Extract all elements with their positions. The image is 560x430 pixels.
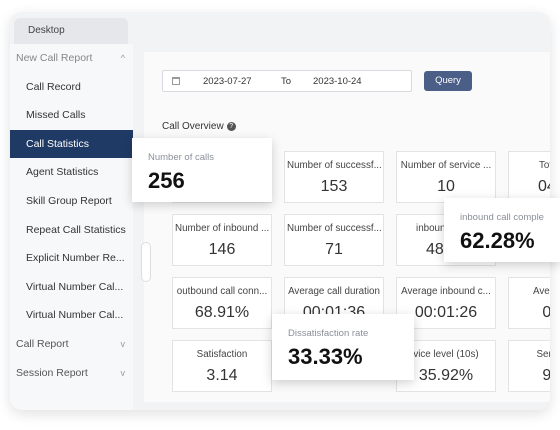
end-date: 2023-10-24 [313,76,362,87]
sidebar-group-session-report[interactable]: Session Report v [10,359,133,388]
metric-label: Average inbound c... [401,286,491,297]
sidebar-group-label: Session Report [16,366,88,379]
sidebar-item-missed-calls[interactable]: Missed Calls [26,109,86,122]
metric-card: Number of successf... 153 [284,151,384,203]
metric-value: 68.91% [194,304,250,321]
callout-label: Dissatisfaction rate [288,328,369,339]
callout-value: 256 [148,168,185,193]
metric-card: Number of successf... 71 [284,214,384,266]
metric-value: 146 [208,241,236,258]
metric-value: 00:01:26 [414,304,478,321]
metric-label: Number of successf... [287,223,382,234]
metric-label: Number of service ... [400,160,492,171]
overview-title: Call Overview [162,121,224,132]
metric-label: outbound call conn... [176,286,268,297]
tab-bar: Desktop [10,12,550,44]
date-range-picker[interactable]: 2023-07-27 To 2023-10-24 [162,70,412,92]
sidebar-item-call-statistics[interactable]: Call Statistics [10,129,133,159]
metric-value: 04:06 [537,178,550,195]
sidebar-group-label: New Call Report [16,52,93,64]
metric-card: Number of inbound ... 146 [172,214,272,266]
metric-value: 10 [437,178,455,195]
callout-label: Number of calls [148,152,214,163]
sidebar-group-call-report[interactable]: Call Report v [10,330,133,359]
metric-value: 35.92% [418,367,474,384]
tab-desktop[interactable]: Desktop [14,18,128,44]
callout-value: 33.33% [288,344,363,369]
callout-dissatisfaction-rate: Dissatisfaction rate 33.33% [272,314,414,380]
metric-label: vice level (10s) [413,349,479,360]
callout-inbound-complete: inbound call comple 62.28% [444,198,560,262]
metric-label: Number of successf... [287,160,382,171]
metric-label: Number of inbound ... [175,223,270,234]
metric-label: Satisfaction [196,349,248,360]
metric-label: Average ou [533,286,550,297]
metric-value: 153 [320,178,348,195]
start-date: 2023-07-27 [203,76,252,87]
overview-heading: Call Overview? [162,121,236,132]
sidebar: New Call Report ^ Call Record Missed Cal… [10,44,133,410]
metric-card: Satisfaction 3.14 [172,340,272,392]
sidebar-item-virtual-number-call-1[interactable]: Virtual Number Cal... [26,280,124,293]
metric-card: Total call 04:06 [508,151,550,203]
metric-label: Service le [536,349,550,360]
metric-label: Total call [538,160,550,171]
sidebar-item-repeat-call-statistics[interactable]: Repeat Call Statistics [26,223,126,236]
calendar-icon [172,77,180,85]
chevron-down-icon: v [120,338,126,349]
chevron-up-icon: ^ [120,53,125,63]
callout-value: 62.28% [460,228,535,253]
sidebar-collapse-handle[interactable] [141,242,151,282]
date-separator: To [281,76,292,87]
sidebar-item-call-record[interactable]: Call Record [26,80,81,93]
metric-card: outbound call conn... 68.91% [172,277,272,329]
sidebar-item-agent-statistics[interactable]: Agent Statistics [26,166,99,179]
sidebar-item-virtual-number-call-2[interactable]: Virtual Number Cal... [26,309,124,322]
metric-card: Service le 95.7 [508,340,550,392]
callout-label: inbound call comple [460,212,544,223]
help-icon[interactable]: ? [226,122,236,131]
metric-value: 00:0 [509,304,550,322]
metric-card: Number of service ... 10 [396,151,496,203]
query-button[interactable]: Query [424,71,472,91]
sidebar-group-label: Call Report [16,337,69,350]
metric-value: 71 [325,241,343,258]
chevron-down-icon: v [120,367,126,378]
sidebar-group-new-call-report[interactable]: New Call Report ^ [10,44,133,73]
metric-value: 95.7 [509,367,550,385]
metric-label: Average call duration [288,286,380,297]
sidebar-item-explicit-number-report[interactable]: Explicit Number Re... [26,252,125,265]
metric-value: 3.14 [206,367,238,384]
callout-number-of-calls: Number of calls 256 [132,138,272,202]
sidebar-item-skill-group-report[interactable]: Skill Group Report [26,194,112,207]
metric-card: Average ou 00:0 [508,277,550,329]
